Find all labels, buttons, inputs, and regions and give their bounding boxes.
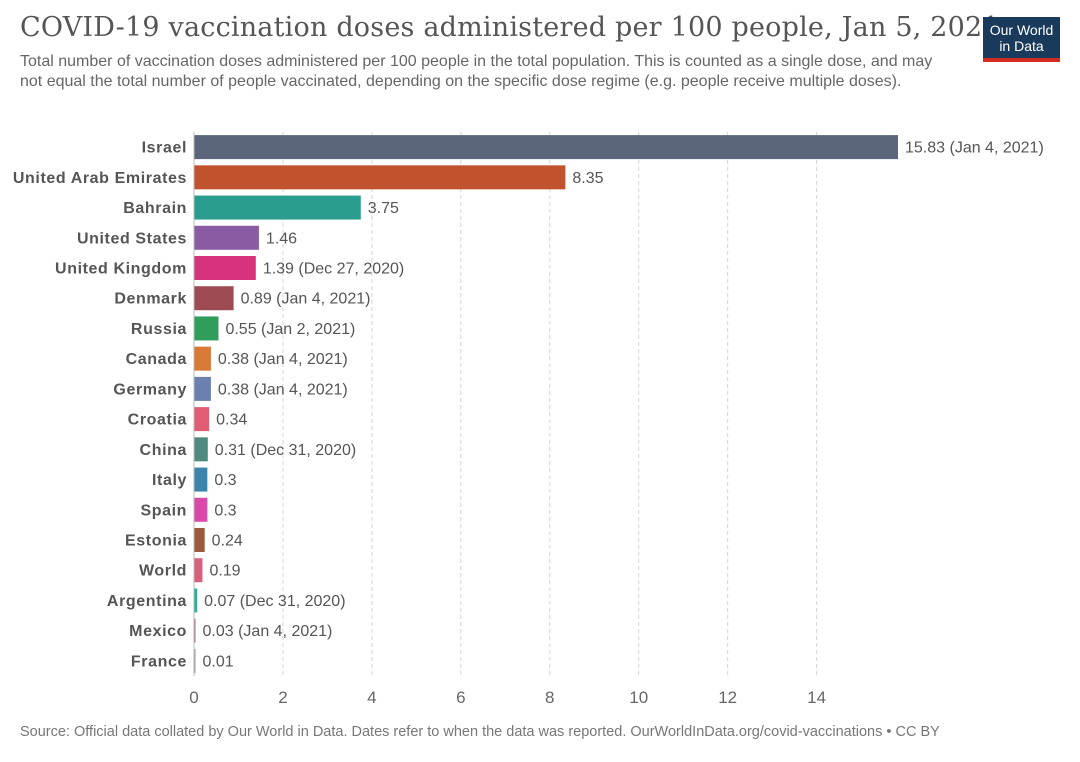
bar (194, 195, 361, 220)
category-label: Germany (113, 381, 187, 398)
category-label: Italy (152, 472, 187, 489)
x-tick-label: 0 (189, 688, 198, 707)
owid-logo[interactable]: Our World in Data (983, 17, 1060, 62)
category-label: United Kingdom (55, 261, 187, 278)
category-label: France (131, 653, 187, 670)
value-label: 0.24 (212, 533, 243, 550)
value-label: 0.89 (Jan 4, 2021) (241, 291, 371, 308)
bar (194, 558, 203, 583)
bar (194, 618, 196, 643)
category-label: World (139, 563, 187, 580)
value-label: 15.83 (Jan 4, 2021) (905, 140, 1044, 157)
value-label: 0.38 (Jan 4, 2021) (218, 351, 348, 368)
value-label: 3.75 (368, 200, 399, 217)
category-label: Bahrain (123, 200, 187, 217)
category-label: United States (77, 230, 187, 247)
bar (194, 528, 205, 552)
value-label: 0.19 (209, 563, 240, 580)
value-label: 0.34 (216, 412, 247, 429)
x-tick-label: 14 (807, 688, 826, 707)
logo-line-2: in Data (999, 38, 1044, 54)
category-label: Croatia (128, 412, 187, 429)
bar (194, 316, 219, 341)
category-label: China (140, 442, 187, 459)
value-label: 1.39 (Dec 27, 2020) (263, 261, 404, 278)
category-label: Russia (131, 321, 187, 338)
bar (194, 286, 234, 311)
x-tick-label: 4 (367, 688, 376, 707)
bar (194, 437, 208, 462)
x-tick-label: 10 (629, 688, 648, 707)
value-label: 0.38 (Jan 4, 2021) (218, 381, 348, 398)
category-label: Spain (140, 502, 187, 519)
bar (194, 256, 256, 280)
category-label: Canada (126, 351, 187, 368)
category-label: United Arab Emirates (13, 170, 187, 187)
bar (194, 346, 211, 371)
category-label: Argentina (107, 593, 187, 610)
bar (194, 588, 198, 613)
category-label: Israel (142, 140, 187, 157)
value-label: 0.01 (203, 653, 234, 670)
bar (194, 497, 208, 522)
category-label: Estonia (125, 533, 187, 550)
value-label: 0.3 (214, 502, 236, 519)
value-label: 0.31 (Dec 31, 2020) (215, 442, 356, 459)
category-label: Denmark (114, 291, 187, 308)
value-label: 0.55 (Jan 2, 2021) (225, 321, 355, 338)
bar (194, 407, 210, 432)
bar (194, 376, 211, 401)
value-label: 0.3 (214, 472, 236, 489)
value-label: 8.35 (572, 170, 603, 187)
value-label: 1.46 (266, 230, 297, 247)
bar (194, 225, 259, 250)
bar (194, 467, 208, 492)
bar (194, 135, 898, 160)
chart-subtitle: Total number of vaccination doses admini… (20, 53, 933, 90)
bar (194, 648, 196, 673)
logo-line-1: Our World (989, 22, 1054, 38)
x-tick-label: 2 (278, 688, 287, 707)
value-label: 0.03 (Jan 4, 2021) (203, 623, 333, 640)
x-tick-label: 12 (718, 688, 737, 707)
bar (194, 165, 566, 190)
x-tick-label: 6 (456, 688, 465, 707)
category-label: Mexico (129, 623, 187, 640)
value-label: 0.07 (Dec 31, 2020) (204, 593, 345, 610)
x-tick-label: 8 (545, 688, 554, 707)
source-note: Source: Official data collated by Our Wo… (20, 724, 940, 740)
chart-title: COVID-19 vaccination doses administered … (20, 12, 1000, 43)
